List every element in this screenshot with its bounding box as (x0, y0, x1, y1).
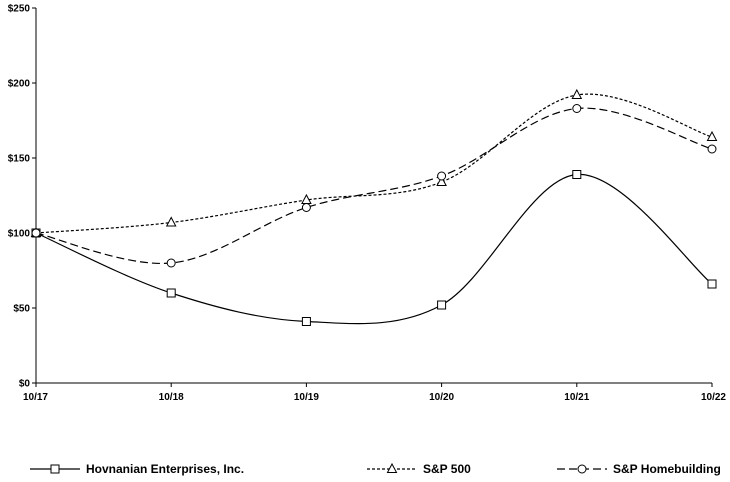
series-line-2 (35, 107, 713, 265)
x-tick-label: 10/22 (701, 392, 726, 403)
data-point-square (572, 170, 582, 179)
x-tick-label: 10/21 (564, 392, 589, 403)
legend-label: Hovnanian Enterprises, Inc. (86, 462, 244, 476)
x-tick-label: 10/20 (429, 392, 454, 403)
y-tick-label: $200 (8, 79, 31, 90)
axes: $0 $50 $100 $150 $200 $250 10/17 10/18 10/19 10/2… (8, 4, 727, 404)
legend-marker-circle (577, 464, 587, 474)
data-point-square (437, 300, 447, 310)
y-tick-label: $150 (8, 154, 31, 165)
data-point-triangle (571, 88, 583, 99)
legend-marker-triangle (386, 462, 398, 473)
x-tick-label: 10/19 (294, 392, 319, 403)
x-tick-label: 10/18 (159, 392, 184, 403)
legend-marker-square (50, 464, 60, 474)
y-tick-label: $250 (8, 4, 31, 15)
data-point-circle (166, 258, 176, 268)
data-point-triangle (706, 130, 718, 141)
series-line-0 (35, 173, 713, 325)
legend-label: S&P 500 (423, 462, 471, 476)
data-point-square (166, 288, 176, 298)
series-markers (30, 88, 718, 326)
data-point-triangle (436, 175, 447, 186)
data-point-square (707, 279, 717, 289)
data-point-circle (301, 203, 311, 212)
legend: Hovnanian Enterprises, Inc. S&P 500 S&P Ho… (30, 462, 721, 476)
y-tick-label: $50 (13, 304, 30, 315)
data-point-circle (437, 171, 447, 181)
x-tick-label: 10/17 (23, 392, 48, 403)
data-point-square (301, 317, 311, 326)
data-point-circle (707, 144, 717, 154)
y-tick-label: $100 (8, 229, 31, 240)
data-point-circle (31, 228, 41, 238)
y-tick-label: $0 (19, 379, 31, 390)
series-line-1 (35, 93, 713, 234)
data-point-circle (572, 104, 582, 113)
series-lines (35, 93, 713, 325)
data-point-triangle (165, 216, 177, 227)
legend-label: S&P Homebuilding (613, 462, 721, 476)
